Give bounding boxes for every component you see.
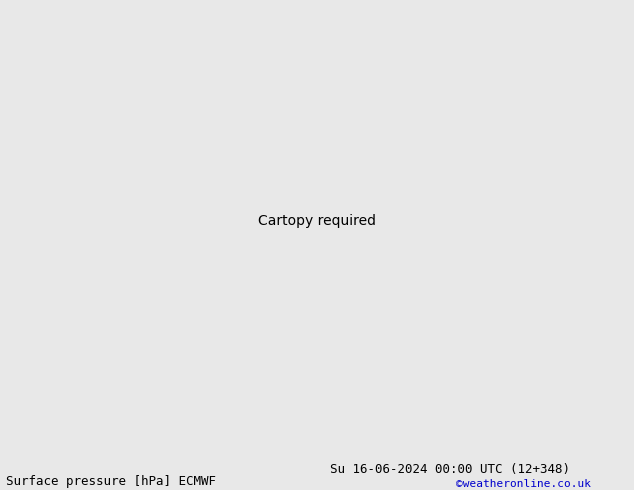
Text: Cartopy required: Cartopy required <box>258 215 376 228</box>
Text: Su 16-06-2024 00:00 UTC (12+348): Su 16-06-2024 00:00 UTC (12+348) <box>330 463 570 476</box>
Text: ©weatheronline.co.uk: ©weatheronline.co.uk <box>456 479 592 489</box>
Text: Surface pressure [hPa] ECMWF: Surface pressure [hPa] ECMWF <box>6 474 216 488</box>
